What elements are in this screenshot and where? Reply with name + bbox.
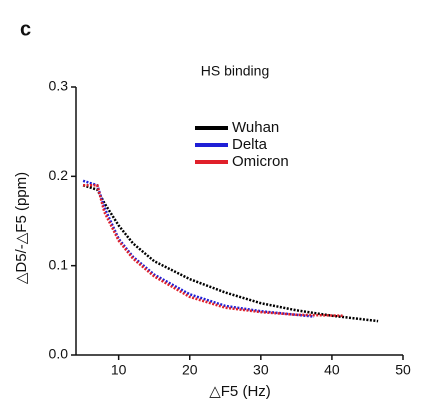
- x-axis-label: △F5 (Hz): [209, 383, 271, 400]
- chart-title: HS binding: [201, 63, 270, 79]
- legend-label: Wuhan: [232, 119, 279, 136]
- data-line: [82, 184, 379, 323]
- data-line: [83, 184, 343, 317]
- y-tick-label: 0.2: [49, 167, 69, 183]
- y-axis-label: △D5/-△F5 (ppm): [13, 172, 30, 284]
- x-tick-label: 20: [182, 362, 198, 378]
- x-tick-label: 40: [324, 362, 340, 378]
- legend-label: Delta: [232, 136, 268, 153]
- x-tick-label: 30: [253, 362, 269, 378]
- y-tick-label: 0.0: [49, 346, 69, 362]
- legend-label: Omicron: [232, 153, 289, 170]
- y-tick-label: 0.3: [49, 78, 69, 94]
- x-tick-label: 50: [395, 362, 411, 378]
- x-tick-label: 10: [111, 362, 127, 378]
- y-tick-label: 0.1: [49, 256, 69, 272]
- panel-label: c: [20, 18, 31, 40]
- data-line: [82, 179, 315, 318]
